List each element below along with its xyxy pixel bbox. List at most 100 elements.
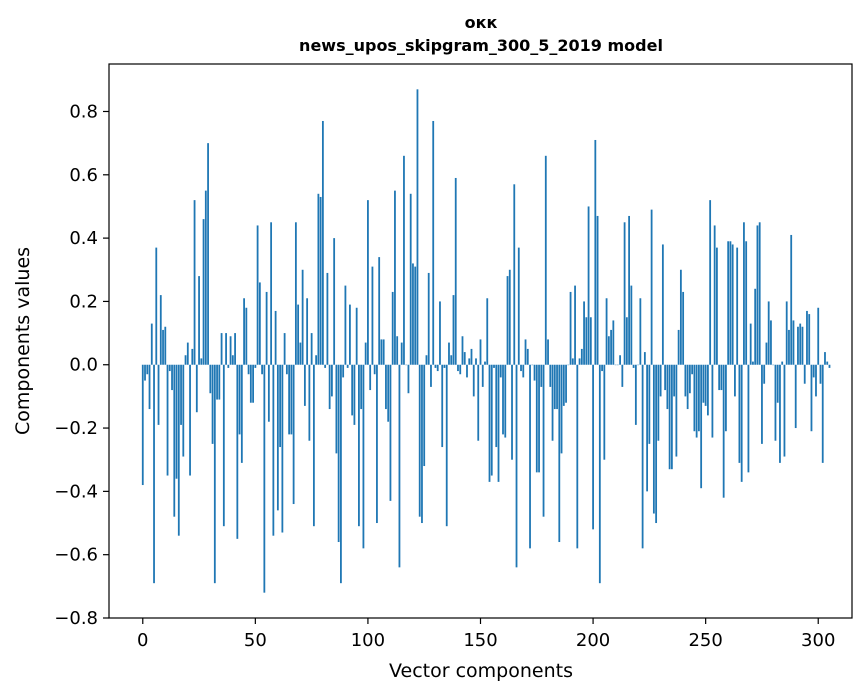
chart-title: окк [465,13,498,32]
bar-298 [812,364,815,378]
bar-4 [150,323,153,365]
bar-266 [740,364,743,482]
bar-25 [198,276,200,365]
bar-17 [180,364,182,425]
bar-165 [513,184,516,365]
bar-164 [511,364,513,460]
bar-229 [657,364,660,441]
y-tick-label: −0.8 [54,608,98,629]
bar-168 [520,364,522,372]
bar-233 [666,364,669,410]
bar-297 [810,364,813,432]
bar-130 [434,364,437,368]
bar-228 [655,364,658,524]
bar-16 [177,364,180,536]
bar-106 [380,339,383,365]
bar-91 [346,364,349,368]
bar-95 [355,307,358,365]
bar-248 [700,364,703,489]
bar-118 [407,364,410,394]
bar-124 [421,364,423,524]
y-tick-label: 0.2 [69,291,98,312]
bar-215 [625,317,628,365]
bar-83 [328,364,331,410]
bar-300 [817,307,820,365]
bar-257 [720,364,723,391]
bar-151 [481,364,484,387]
bar-75 [310,333,313,365]
bar-295 [806,310,808,365]
bar-97 [360,364,363,410]
bar-172 [529,364,531,549]
bar-26 [200,358,203,365]
bar-141 [459,364,462,375]
bar-177 [540,364,543,387]
bar-242 [686,364,689,410]
bar-184 [556,364,558,410]
bar-198 [587,206,590,365]
bar-10 [164,326,167,365]
bar-201 [594,139,597,365]
bar-88 [340,364,342,584]
bar-179 [544,155,547,365]
bar-182 [551,364,554,441]
bar-57 [270,222,273,365]
bar-155 [490,364,493,476]
bar-100 [367,200,369,365]
bar-34 [218,364,221,400]
bar-7 [157,364,160,425]
bar-196 [583,301,585,365]
bar-29 [207,143,209,365]
bar-43 [238,364,241,435]
bar-133 [441,364,444,448]
bar-47 [247,364,250,375]
bar-264 [736,247,739,365]
bar-143 [463,352,466,365]
chart-subtitle: news_upos_skipgram_300_5_2019 model [299,36,663,55]
bar-59 [274,310,277,365]
bar-197 [585,317,588,365]
bar-284 [781,361,784,365]
x-tick-label: 250 [688,630,722,651]
bar-138 [452,295,455,365]
bar-60 [276,364,279,511]
bar-277 [765,342,768,365]
bar-140 [457,364,459,372]
bar-66 [290,364,293,435]
bar-109 [387,364,390,422]
bar-82 [326,272,329,365]
bar-24 [195,364,198,413]
bar-265 [738,364,741,463]
bar-275 [761,364,763,444]
bar-208 [610,329,612,365]
bar-9 [162,329,164,365]
bar-235 [670,364,673,470]
bar-14 [173,364,176,517]
bar-218 [632,364,635,368]
bar-255 [716,247,718,365]
bar-92 [349,304,351,365]
bar-212 [619,355,621,365]
bar-125 [423,364,426,467]
bar-111 [391,291,394,365]
bar-299 [815,364,817,397]
bar-3 [148,364,151,410]
bar-282 [776,364,779,403]
bar-195 [580,348,583,365]
bar-116 [403,155,405,365]
bar-199 [589,317,592,365]
y-tick-label: 0.4 [69,228,98,249]
bar-305 [828,364,831,368]
bar-27 [202,219,205,365]
bar-79 [319,196,322,365]
bar-104 [376,364,378,524]
bar-216 [628,215,630,365]
bar-36 [222,364,225,527]
bar-171 [526,348,529,365]
bar-98 [362,364,365,549]
bar-145 [468,358,471,365]
bar-108 [385,364,387,410]
y-axis-ticks: −0.8 −0.6 −0.4 −0.2 0.0 0.2 0.4 0.6 0.8 [54,101,109,629]
bar-217 [630,285,633,365]
bar-112 [394,190,396,365]
